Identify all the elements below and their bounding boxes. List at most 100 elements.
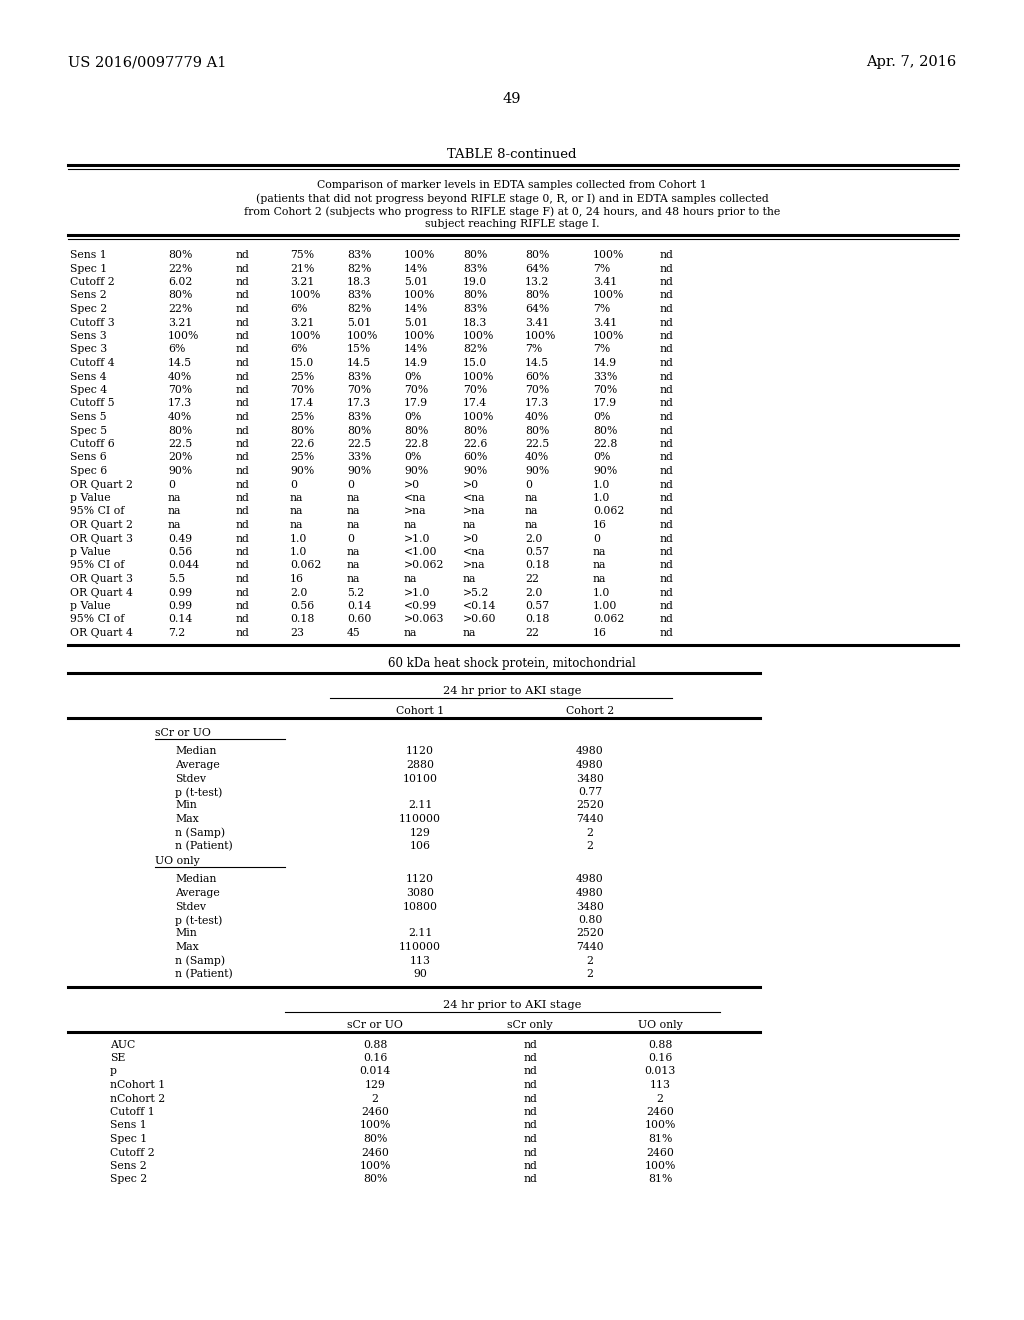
Text: 100%: 100% <box>593 249 625 260</box>
Text: 7%: 7% <box>525 345 543 355</box>
Text: 40%: 40% <box>168 412 193 422</box>
Text: 80%: 80% <box>168 290 193 301</box>
Text: 14.5: 14.5 <box>347 358 371 368</box>
Text: nd: nd <box>660 520 674 531</box>
Text: 80%: 80% <box>525 290 549 301</box>
Text: 90: 90 <box>413 969 427 979</box>
Text: 4980: 4980 <box>577 888 604 898</box>
Text: 113: 113 <box>410 956 430 965</box>
Text: 80%: 80% <box>525 249 549 260</box>
Text: 24 hr prior to AKI stage: 24 hr prior to AKI stage <box>442 686 582 697</box>
Text: nd: nd <box>236 358 250 368</box>
Text: nd: nd <box>660 249 674 260</box>
Text: 17.4: 17.4 <box>463 399 487 408</box>
Text: <0.14: <0.14 <box>463 601 497 611</box>
Text: 2: 2 <box>587 956 594 965</box>
Text: 95% CI of: 95% CI of <box>70 507 124 516</box>
Text: 0%: 0% <box>593 412 610 422</box>
Text: <1.00: <1.00 <box>404 546 437 557</box>
Text: 100%: 100% <box>593 331 625 341</box>
Text: 60%: 60% <box>525 371 549 381</box>
Text: 0.57: 0.57 <box>525 601 549 611</box>
Text: nd: nd <box>236 492 250 503</box>
Text: Average: Average <box>175 760 220 770</box>
Text: 106: 106 <box>410 841 430 851</box>
Text: na: na <box>168 492 181 503</box>
Text: na: na <box>593 561 606 570</box>
Text: 25%: 25% <box>290 412 314 422</box>
Text: 3.21: 3.21 <box>168 318 193 327</box>
Text: 1.0: 1.0 <box>290 546 307 557</box>
Text: 90%: 90% <box>525 466 549 477</box>
Text: >0.063: >0.063 <box>404 615 444 624</box>
Text: nd: nd <box>236 479 250 490</box>
Text: p Value: p Value <box>70 492 111 503</box>
Text: <na: <na <box>463 492 485 503</box>
Text: 100%: 100% <box>644 1162 676 1171</box>
Text: 22.5: 22.5 <box>347 440 372 449</box>
Text: na: na <box>290 492 303 503</box>
Text: 80%: 80% <box>362 1134 387 1144</box>
Text: 82%: 82% <box>347 304 372 314</box>
Text: 2460: 2460 <box>646 1107 674 1117</box>
Text: <na: <na <box>404 492 427 503</box>
Text: 3480: 3480 <box>577 774 604 784</box>
Text: 80%: 80% <box>290 425 314 436</box>
Text: 0.56: 0.56 <box>290 601 314 611</box>
Text: 0.77: 0.77 <box>578 787 602 797</box>
Text: Min: Min <box>175 928 197 939</box>
Text: sCr only: sCr only <box>507 1019 553 1030</box>
Text: 90%: 90% <box>168 466 193 477</box>
Text: 80%: 80% <box>593 425 617 436</box>
Text: SE: SE <box>110 1053 125 1063</box>
Text: Sens 5: Sens 5 <box>70 412 106 422</box>
Text: 0: 0 <box>290 479 297 490</box>
Text: Stdev: Stdev <box>175 774 206 784</box>
Text: nd: nd <box>660 507 674 516</box>
Text: 1120: 1120 <box>406 874 434 884</box>
Text: UO only: UO only <box>638 1019 682 1030</box>
Text: 6%: 6% <box>290 345 307 355</box>
Text: 90%: 90% <box>404 466 428 477</box>
Text: 2460: 2460 <box>361 1107 389 1117</box>
Text: nd: nd <box>236 546 250 557</box>
Text: 4980: 4980 <box>577 747 604 756</box>
Text: 0.014: 0.014 <box>359 1067 390 1077</box>
Text: nd: nd <box>660 533 674 544</box>
Text: 2460: 2460 <box>646 1147 674 1158</box>
Text: 1.0: 1.0 <box>593 492 610 503</box>
Text: nd: nd <box>523 1067 537 1077</box>
Text: nd: nd <box>660 601 674 611</box>
Text: 90%: 90% <box>347 466 372 477</box>
Text: 10800: 10800 <box>402 902 437 912</box>
Text: nd: nd <box>236 466 250 477</box>
Text: Cutoff 2: Cutoff 2 <box>70 277 115 286</box>
Text: 1120: 1120 <box>406 747 434 756</box>
Text: 110000: 110000 <box>399 942 441 952</box>
Text: 40%: 40% <box>168 371 193 381</box>
Text: 0.062: 0.062 <box>593 507 625 516</box>
Text: Average: Average <box>175 888 220 898</box>
Text: 2880: 2880 <box>406 760 434 770</box>
Text: 83%: 83% <box>347 290 372 301</box>
Text: (patients that did not progress beyond RIFLE stage 0, R, or I) and in EDTA sampl: (patients that did not progress beyond R… <box>256 193 768 203</box>
Text: na: na <box>525 507 539 516</box>
Text: nd: nd <box>660 264 674 273</box>
Text: 100%: 100% <box>347 331 379 341</box>
Text: <0.99: <0.99 <box>404 601 437 611</box>
Text: >0.062: >0.062 <box>404 561 444 570</box>
Text: Cohort 2: Cohort 2 <box>566 705 614 715</box>
Text: 2520: 2520 <box>577 800 604 810</box>
Text: 90%: 90% <box>463 466 487 477</box>
Text: nd: nd <box>236 425 250 436</box>
Text: 25%: 25% <box>290 453 314 462</box>
Text: 90%: 90% <box>290 466 314 477</box>
Text: Sens 2: Sens 2 <box>110 1162 146 1171</box>
Text: 64%: 64% <box>525 304 549 314</box>
Text: 33%: 33% <box>593 371 617 381</box>
Text: Cutoff 1: Cutoff 1 <box>110 1107 155 1117</box>
Text: 110000: 110000 <box>399 814 441 824</box>
Text: Spec 3: Spec 3 <box>70 345 108 355</box>
Text: Spec 1: Spec 1 <box>110 1134 147 1144</box>
Text: 17.3: 17.3 <box>168 399 193 408</box>
